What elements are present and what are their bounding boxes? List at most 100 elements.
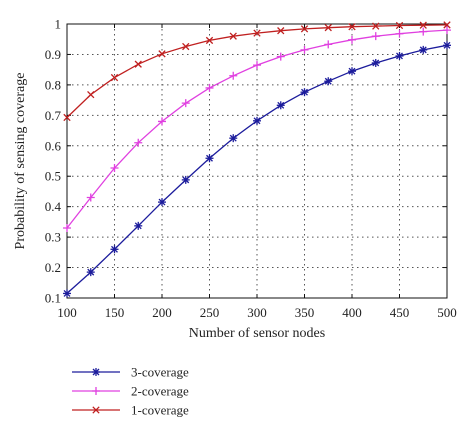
plus-marker — [395, 29, 404, 38]
star-marker-stroke — [348, 67, 356, 75]
star-marker-stroke — [253, 117, 261, 125]
star-marker-stroke — [158, 198, 166, 206]
star-marker — [443, 41, 451, 50]
y-tick-label: 0.4 — [45, 199, 62, 214]
star-marker — [324, 77, 333, 86]
x-marker — [419, 21, 427, 29]
x-marker — [134, 60, 142, 68]
x-marker — [87, 90, 95, 99]
plus-marker — [92, 387, 100, 395]
y-tick-label: 0.5 — [45, 169, 61, 184]
star-marker — [348, 67, 356, 76]
star-marker — [63, 289, 71, 298]
x-marker — [324, 23, 332, 32]
star-marker-stroke — [87, 268, 95, 276]
star-marker-stroke — [396, 52, 403, 60]
plus-marker — [276, 52, 285, 61]
star-marker-stroke — [63, 289, 71, 297]
x-marker — [92, 406, 100, 414]
star-marker-stroke — [111, 245, 118, 253]
plus-marker — [348, 35, 356, 44]
x-tick-label: 150 — [105, 305, 125, 320]
y-tick-label: 1 — [55, 17, 62, 32]
x-tick-label: 500 — [437, 305, 457, 320]
star-marker — [158, 198, 166, 207]
legend-item-1-coverage: 1-coverage — [72, 403, 189, 418]
legend-label: 2-coverage — [131, 384, 189, 399]
plus-marker — [324, 40, 333, 49]
star-marker — [395, 51, 404, 60]
legend: 3-coverage 2-coverage 1-coverage — [72, 365, 189, 418]
y-tick-label: 0.6 — [45, 138, 62, 153]
x-marker — [205, 36, 214, 45]
series-3-coverage — [63, 41, 451, 298]
star-marker-stroke — [134, 222, 142, 230]
plus-marker — [205, 83, 214, 92]
star-marker-stroke — [419, 46, 427, 54]
x-marker — [300, 25, 309, 33]
star-marker — [92, 368, 100, 376]
star-marker-stroke — [182, 176, 190, 184]
x-marker — [443, 21, 451, 29]
x-marker — [277, 27, 285, 35]
y-tick-label: 0.8 — [45, 77, 61, 92]
x-tick-label: 300 — [247, 305, 267, 320]
x-axis-label: Number of sensor nodes — [189, 326, 325, 341]
star-marker — [371, 58, 380, 67]
y-tick-label: 0.3 — [45, 230, 61, 245]
star-marker — [86, 268, 95, 277]
plus-marker — [229, 71, 238, 80]
plus-marker — [443, 26, 451, 35]
legend-item-2-coverage: 2-coverage — [72, 384, 189, 399]
x-marker — [395, 21, 404, 30]
star-marker-stroke — [443, 41, 451, 49]
x-marker — [253, 29, 261, 37]
star-marker — [181, 175, 190, 184]
axis-ticks: 100 150 200 250 300 350 400 450 500 0.1 0.2 0.3 0.4 0… — [45, 17, 457, 321]
plus-marker — [419, 27, 428, 36]
star-marker — [134, 221, 143, 230]
series-2-coverage — [63, 26, 451, 232]
plus-marker — [134, 138, 143, 147]
star-marker — [300, 88, 309, 97]
series-layer — [63, 21, 451, 298]
plus-marker — [158, 117, 166, 126]
x-tick-label: 250 — [200, 305, 220, 320]
y-tick-label: 0.1 — [45, 291, 61, 306]
y-tick-label: 0.2 — [45, 260, 61, 275]
legend-label: 1-coverage — [131, 403, 189, 418]
plus-marker — [300, 45, 309, 54]
x-tick-label: 450 — [390, 305, 410, 320]
x-marker — [182, 42, 190, 51]
series-1-coverage — [63, 21, 451, 122]
star-marker-stroke — [324, 77, 332, 85]
y-tick-label: 0.9 — [45, 47, 61, 62]
x-tick-label: 100 — [57, 305, 77, 320]
star-marker-stroke — [206, 154, 213, 162]
x-marker — [158, 50, 166, 58]
star-marker-stroke — [92, 368, 100, 376]
star-marker — [205, 154, 214, 163]
star-marker-stroke — [277, 101, 285, 109]
plus-marker — [110, 164, 119, 173]
x-marker — [229, 32, 237, 40]
star-marker — [110, 245, 119, 254]
x-marker — [110, 73, 119, 82]
plus-marker — [63, 223, 71, 232]
star-marker-stroke — [372, 59, 380, 67]
plus-marker — [86, 193, 95, 202]
star-marker-stroke — [301, 88, 308, 96]
legend-label: 3-coverage — [131, 365, 189, 380]
plus-marker — [371, 32, 380, 41]
star-marker — [419, 45, 428, 54]
star-marker — [229, 134, 238, 143]
x-marker — [63, 113, 71, 122]
star-marker — [276, 101, 285, 110]
star-marker — [253, 116, 261, 125]
x-marker — [372, 22, 380, 30]
plus-marker — [253, 61, 261, 70]
x-tick-label: 350 — [295, 305, 315, 320]
y-tick-label: 0.7 — [45, 108, 62, 123]
